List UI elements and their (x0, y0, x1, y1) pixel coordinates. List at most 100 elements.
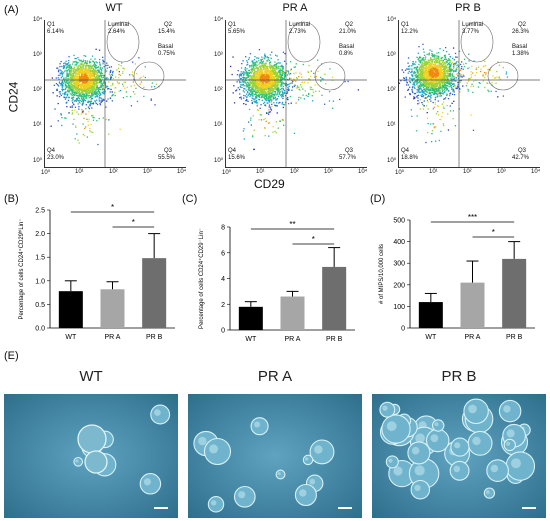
flow-event-dot (419, 84, 422, 86)
flow-event-dot (450, 80, 452, 82)
flow-event-dot (89, 88, 92, 90)
flow-event-dot (449, 56, 451, 58)
flow-event-dot (107, 78, 109, 80)
flow-event-dot (422, 91, 425, 93)
flow-event-dot (86, 94, 88, 96)
flow-event-dot (63, 67, 65, 70)
flow-event-dot (295, 102, 297, 104)
flow-event-dot (285, 72, 288, 74)
flow-event-dot (421, 67, 423, 69)
flow-event-dot (426, 77, 428, 80)
flow-event-dot (74, 77, 76, 79)
flow-event-dot (413, 96, 415, 98)
flow-event-dot (238, 76, 241, 78)
flow-event-dot (263, 88, 265, 90)
flow-event-dot (249, 82, 251, 84)
luminal-gate (287, 21, 321, 63)
flow-event-dot (262, 80, 264, 83)
flow-event-dot (456, 73, 458, 75)
flow-event-dot (102, 74, 104, 77)
flow-event-dot (472, 91, 474, 93)
flow-event-dot (87, 82, 89, 84)
flow-plot-1 (225, 20, 367, 168)
flow-event-dot (418, 76, 420, 78)
flow-event-dot (98, 88, 100, 90)
flow-event-dot (254, 71, 256, 73)
flow-event-dot (83, 65, 85, 67)
flow-event-dot (75, 86, 77, 88)
flow-event-dot (312, 91, 315, 93)
flow-event-dot (254, 89, 257, 91)
flow-event-dot (143, 95, 145, 98)
flow-event-dot (423, 76, 426, 78)
flow-event-dot (82, 59, 85, 61)
flow-event-dot (71, 100, 73, 102)
flow-event-dot (100, 80, 102, 82)
flow-event-dot (271, 89, 273, 91)
flow-event-dot (84, 92, 86, 94)
flow-event-dot (277, 78, 280, 80)
flow-event-dot (289, 73, 292, 75)
flow-event-dot (266, 84, 268, 87)
flow-event-dot (86, 83, 88, 85)
flow-event-dot (428, 73, 430, 75)
flow-event-dot (269, 72, 271, 75)
flow-event-dot (255, 86, 258, 88)
flow-event-dot (67, 63, 69, 65)
flow-event-dot (58, 82, 61, 84)
flow-event-dot (91, 65, 93, 67)
flow-event-dot (112, 72, 114, 74)
flow-event-dot (75, 83, 77, 85)
flow-event-dot (268, 82, 271, 84)
flow-event-dot (95, 81, 97, 83)
flow-event-dot (253, 68, 255, 70)
flow-event-dot (427, 62, 430, 64)
flow-event-dot (250, 77, 252, 79)
flow-event-dot (280, 77, 282, 79)
flow-event-dot (82, 67, 85, 69)
flow-event-dot (73, 54, 75, 57)
flow-event-dot (81, 72, 83, 74)
flow-event-dot (96, 92, 98, 94)
flow-event-dot (243, 75, 245, 77)
flow-event-dot (275, 121, 277, 123)
flow-event-dot (84, 68, 86, 70)
flow-event-dot (91, 74, 93, 77)
flow-event-dot (266, 71, 268, 73)
flow-event-dot (281, 103, 283, 105)
flow-event-dot (99, 85, 102, 87)
flow-event-dot (97, 93, 99, 95)
flow-event-dot (260, 65, 262, 67)
flow-event-dot (434, 90, 436, 93)
flow-event-dot (440, 82, 442, 84)
flow-event-dot (421, 89, 423, 91)
flow-event-dot (90, 58, 92, 60)
flow-event-dot (100, 85, 103, 87)
flow-event-dot (443, 68, 445, 70)
flow-event-dot (274, 95, 276, 97)
flow-event-dot (69, 64, 71, 66)
basal-value: 0.8% (339, 51, 353, 57)
flow-event-dot (288, 74, 290, 76)
flow-event-dot (423, 77, 425, 79)
flow-event-dot (150, 98, 152, 100)
flow-event-dot (83, 64, 85, 66)
flow-event-dot (261, 56, 263, 58)
flow-event-dot (427, 122, 429, 125)
flow-event-dot (97, 69, 99, 71)
flow-event-dot (246, 73, 248, 75)
flow-event-dot (252, 100, 254, 102)
flow-event-dot (255, 101, 257, 103)
flow-event-dot (430, 86, 432, 88)
flow-event-dot (98, 61, 101, 63)
flow-event-dot (89, 84, 91, 86)
flow-event-dot (255, 77, 257, 79)
flow-event-dot (115, 76, 117, 78)
flow-event-dot (79, 99, 81, 102)
flow-event-dot (80, 65, 82, 67)
flow-event-dot (87, 106, 90, 108)
flow-event-dot (256, 87, 258, 89)
flow-event-dot (442, 84, 444, 86)
flow-event-dot (265, 68, 268, 70)
flow-event-dot (416, 76, 419, 78)
